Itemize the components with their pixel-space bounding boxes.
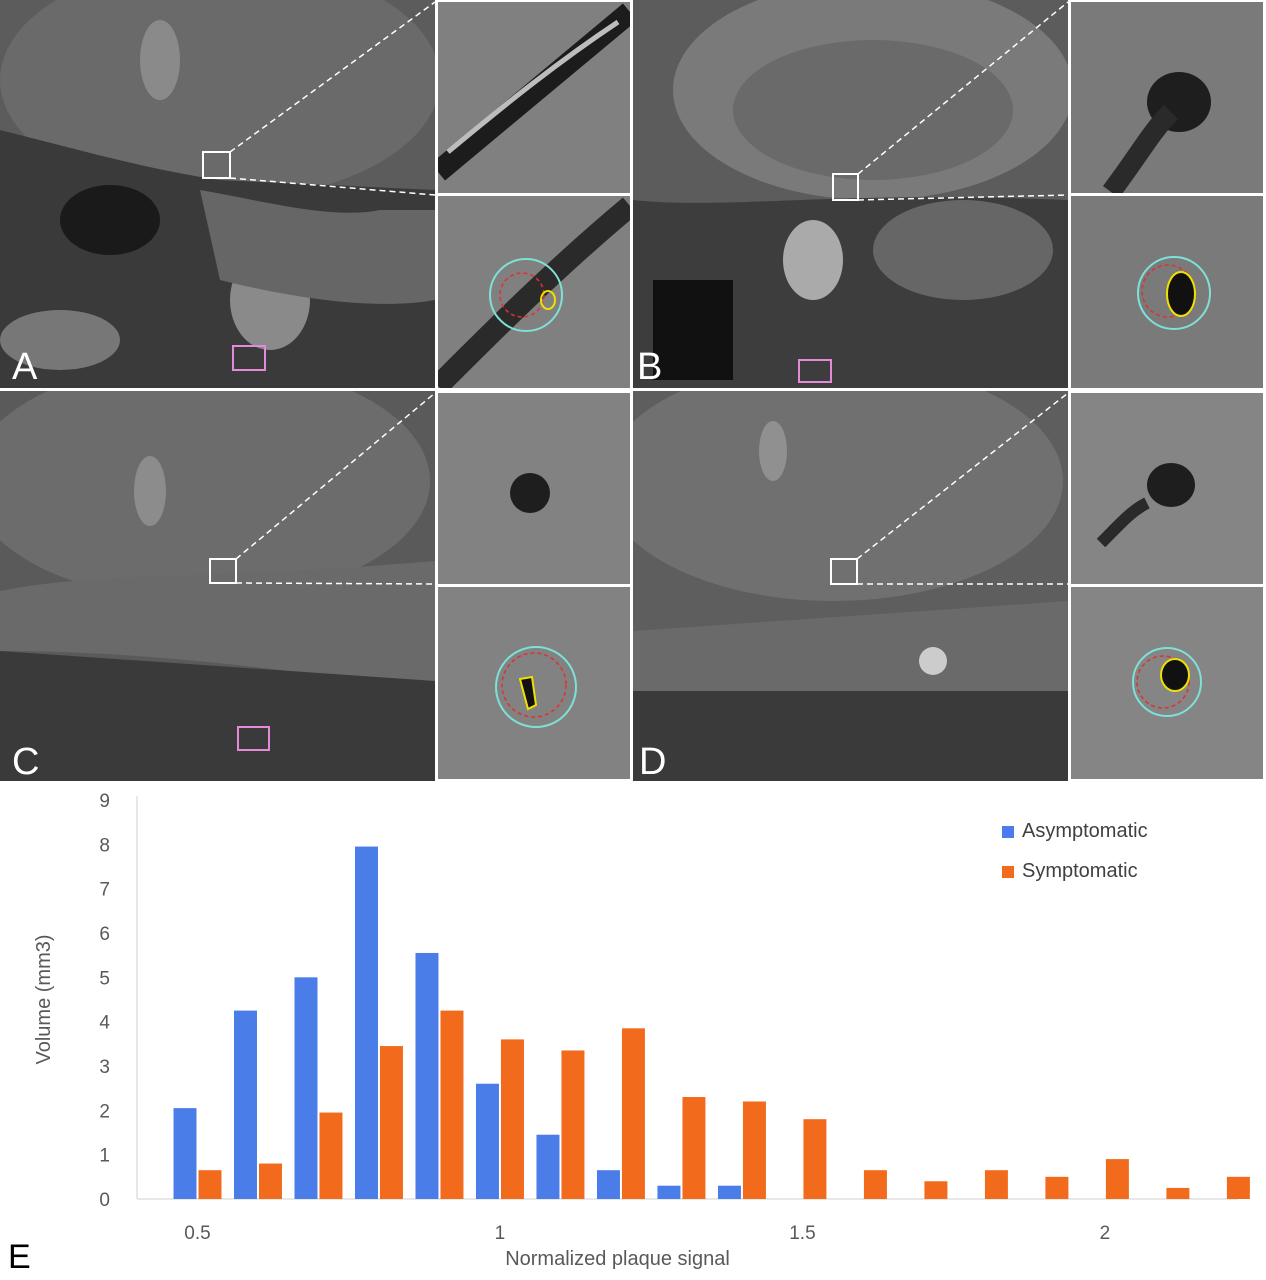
y-tick-label: 9 [99, 791, 110, 812]
y-tick-label: 3 [99, 1057, 110, 1078]
bar-symptomatic [1226, 1176, 1250, 1199]
y-tick-label: 4 [99, 1013, 110, 1034]
bar-symptomatic [198, 1170, 222, 1199]
bar-asymptomatic [475, 1083, 499, 1199]
x-tick-label: 2 [1100, 1223, 1111, 1244]
reference-box [237, 726, 270, 751]
bar-asymptomatic [294, 977, 318, 1199]
roi-box [202, 151, 231, 179]
inset-a-bottom [438, 196, 630, 388]
bar-symptomatic [863, 1170, 887, 1199]
bar-symptomatic [1045, 1176, 1069, 1199]
y-tick-label: 2 [99, 1101, 110, 1122]
bar-symptomatic [1105, 1159, 1129, 1199]
lumen-contour [1136, 655, 1190, 709]
y-tick-label: 0 [99, 1190, 110, 1211]
bar-symptomatic [984, 1170, 1008, 1199]
vessel-wall-contour [489, 258, 563, 332]
x-tick-label: 1.5 [789, 1223, 815, 1244]
bar-asymptomatic [354, 846, 378, 1199]
bar-symptomatic [1166, 1187, 1190, 1199]
vessel-wall-contour [1137, 256, 1211, 330]
x-tick-label: 0.5 [184, 1223, 210, 1244]
chart-panel-e: 0 1 2 3 4 5 6 7 8 9 0.5 1 1.5 2 Normalized plaque sign… [0, 784, 1266, 1280]
legend-item-asymptomatic: Asymptomatic [1002, 820, 1148, 843]
mri-panel-c: C [0, 391, 435, 781]
reference-box [798, 359, 832, 383]
plaque-contour [540, 290, 556, 310]
bar-symptomatic [621, 1028, 645, 1199]
bar-symptomatic [258, 1163, 282, 1199]
lumen-contour [499, 272, 545, 318]
y-tick-label: 6 [99, 924, 110, 945]
bar-symptomatic [803, 1119, 827, 1199]
legend-swatch-asymptomatic [1002, 825, 1014, 838]
plaque-contour [1166, 271, 1196, 317]
inset-b-top [1071, 2, 1263, 193]
bar-asymptomatic [717, 1185, 741, 1199]
inset-c-bottom [438, 587, 630, 779]
roi-box [209, 558, 237, 584]
bar-symptomatic [561, 1050, 585, 1199]
bar-asymptomatic [234, 1010, 257, 1199]
y-axis-label: Volume (mm3) [33, 934, 55, 1064]
reference-box [232, 345, 266, 371]
mri-image-a [0, 0, 435, 388]
mri-image-c [0, 391, 435, 781]
mri-image-d [633, 391, 1068, 781]
roi-box [832, 173, 859, 201]
legend-item-symptomatic: Symptomatic [1002, 860, 1138, 883]
bar-asymptomatic [173, 1108, 197, 1199]
vessel-wall-contour [495, 646, 577, 728]
panel-label-e: E [8, 1238, 31, 1276]
bar-symptomatic [924, 1181, 948, 1199]
x-axis-label: Normalized plaque signal [505, 1248, 730, 1270]
inset-a-top [438, 2, 630, 193]
y-tick-label: 8 [99, 835, 110, 856]
bar-asymptomatic [415, 952, 439, 1199]
bar-symptomatic [379, 1046, 403, 1199]
bar-symptomatic [500, 1039, 524, 1199]
inset-d-top [1071, 393, 1263, 584]
plaque-contour [518, 675, 538, 711]
y-tick-label: 7 [99, 880, 110, 901]
panel-label-a: A [12, 346, 38, 388]
bar-asymptomatic [657, 1185, 681, 1199]
legend-swatch-symptomatic [1002, 865, 1014, 878]
inset-b-bottom [1071, 196, 1263, 388]
bar-asymptomatic [536, 1134, 560, 1199]
mri-panel-d: D [633, 391, 1068, 781]
x-tick-label: 1 [495, 1223, 506, 1244]
lumen-contour [501, 652, 567, 718]
bar-asymptomatic [596, 1170, 620, 1199]
y-tick-label: 5 [99, 968, 110, 989]
mri-panel-a: A [0, 0, 435, 388]
inset-c-top [438, 393, 630, 584]
legend-label-symptomatic: Symptomatic [1022, 860, 1138, 882]
bar-symptomatic [440, 1010, 464, 1199]
y-tick-label: 1 [99, 1146, 110, 1167]
panel-label-d: D [639, 741, 667, 781]
plaque-contour [1160, 658, 1190, 692]
mri-panel-b: B [633, 0, 1068, 388]
bar-symptomatic [319, 1112, 343, 1199]
bar-chart: 0 1 2 3 4 5 6 7 8 9 0.5 1 1.5 2 Normalized plaque sign… [33, 791, 1250, 1270]
vessel-wall-contour [1132, 647, 1202, 717]
inset-d-bottom [1071, 587, 1263, 779]
bar-symptomatic [742, 1101, 766, 1199]
bar-symptomatic [682, 1097, 706, 1199]
panel-label-c: C [12, 741, 40, 781]
legend-label-asymptomatic: Asymptomatic [1022, 820, 1148, 842]
roi-box [830, 558, 858, 585]
mri-image-b [633, 0, 1068, 388]
panel-label-b: B [637, 346, 663, 388]
